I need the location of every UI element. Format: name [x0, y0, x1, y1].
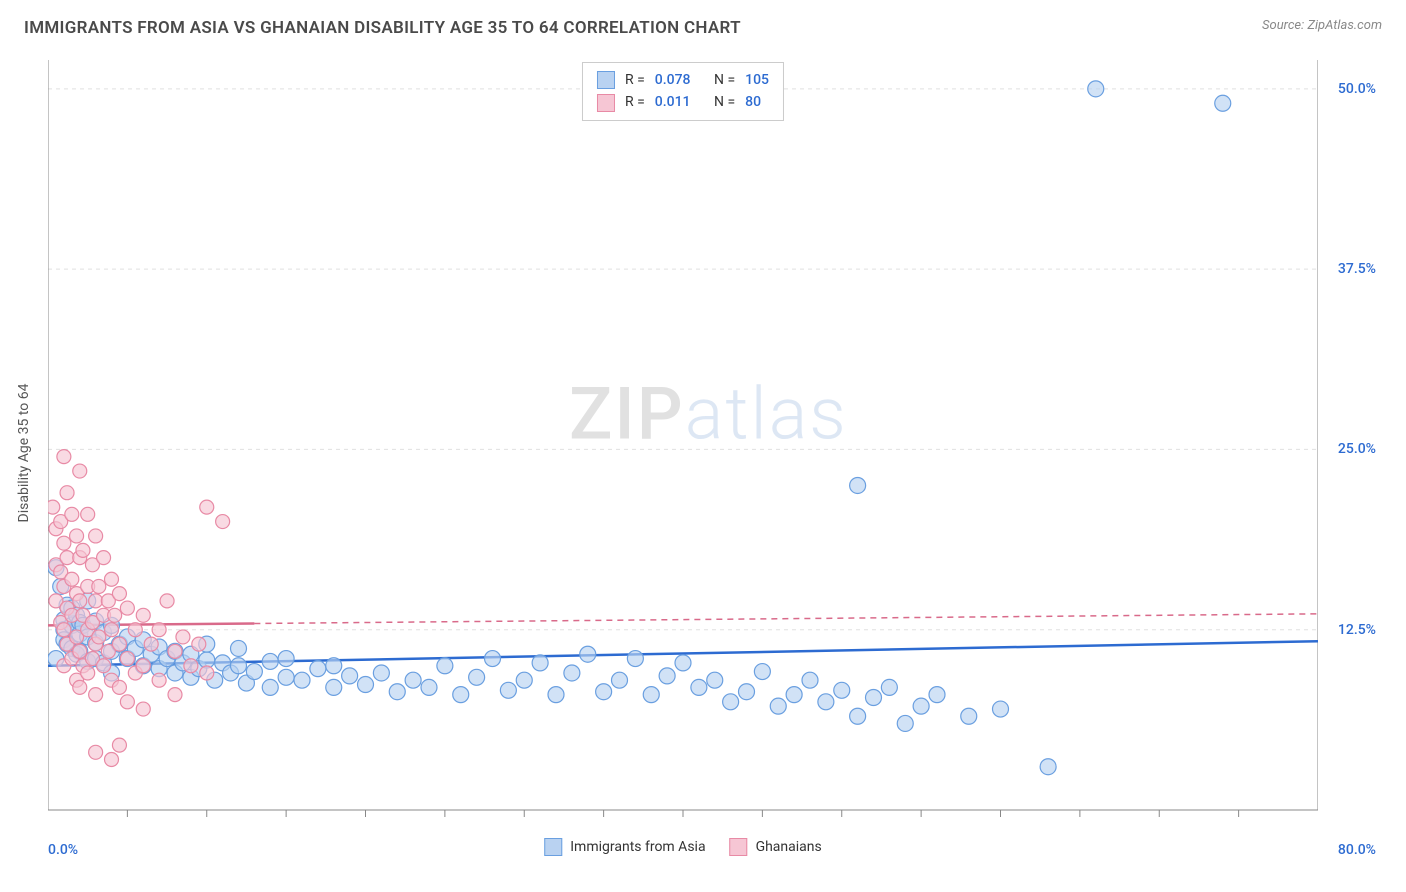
chart-area: Disability Age 35 to 64 ZIPatlas 12.5%25…: [48, 60, 1318, 830]
x-axis-max-label: 80.0%: [1338, 842, 1376, 858]
legend-item-asia: Immigrants from Asia: [544, 838, 705, 856]
swatch-ghana: [597, 94, 615, 112]
source-name: ZipAtlas.com: [1307, 18, 1382, 33]
legend-label-asia: Immigrants from Asia: [570, 839, 705, 855]
legend-row-ghana: R = 0.011 N = 80: [597, 91, 769, 113]
legend-item-ghana: Ghanaians: [730, 838, 822, 856]
source-attribution: Source: ZipAtlas.com: [1262, 18, 1382, 33]
swatch-asia-bottom: [544, 838, 562, 856]
n-label-ghana: N =: [714, 91, 735, 113]
scatter-plot: [48, 60, 1318, 830]
y-tick-label: 50.0%: [1338, 81, 1376, 97]
swatch-asia: [597, 71, 615, 89]
x-axis-origin-label: 0.0%: [48, 842, 78, 858]
r-label-asia: R =: [625, 69, 645, 91]
source-prefix: Source:: [1262, 18, 1307, 33]
y-tick-label: 37.5%: [1338, 261, 1376, 277]
correlation-legend: R = 0.078 N = 105 R = 0.011 N = 80: [582, 62, 784, 121]
series-legend: Immigrants from Asia Ghanaians: [544, 838, 822, 856]
y-axis-label: Disability Age 35 to 64: [16, 384, 32, 523]
n-value-asia: 105: [745, 69, 769, 91]
n-value-ghana: 80: [745, 91, 761, 113]
legend-label-ghana: Ghanaians: [756, 839, 822, 855]
y-tick-label: 12.5%: [1338, 622, 1376, 638]
r-value-asia: 0.078: [655, 69, 691, 91]
n-label-asia: N =: [714, 69, 735, 91]
swatch-ghana-bottom: [730, 838, 748, 856]
r-value-ghana: 0.011: [655, 91, 691, 113]
legend-row-asia: R = 0.078 N = 105: [597, 69, 769, 91]
y-tick-label: 25.0%: [1338, 441, 1376, 457]
chart-title: IMMIGRANTS FROM ASIA VS GHANAIAN DISABIL…: [24, 18, 741, 38]
r-label-ghana: R =: [625, 91, 645, 113]
